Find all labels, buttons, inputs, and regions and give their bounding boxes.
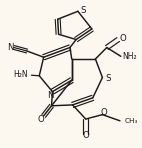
Text: S: S — [80, 6, 85, 15]
Text: H₂N: H₂N — [13, 70, 28, 79]
Text: O: O — [82, 131, 89, 140]
Text: NH₂: NH₂ — [123, 52, 137, 61]
Text: S: S — [105, 74, 110, 83]
Text: N: N — [7, 43, 14, 52]
Text: CH₃: CH₃ — [124, 118, 138, 124]
Text: O: O — [100, 108, 107, 117]
Text: O: O — [38, 115, 44, 124]
Text: O: O — [120, 34, 126, 43]
Text: C: C — [26, 50, 27, 51]
Text: N: N — [47, 91, 54, 100]
